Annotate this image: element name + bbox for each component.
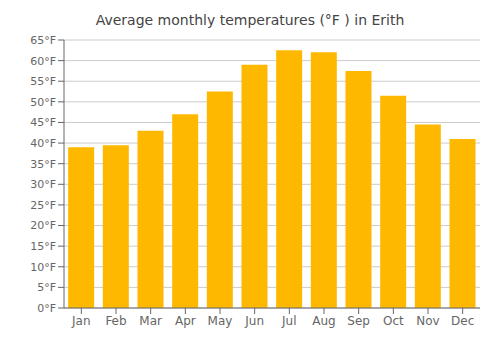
svg-text:35°F: 35°F (30, 158, 56, 171)
svg-text:May: May (208, 314, 233, 328)
html-text:Average monthly temperatures (: Average monthly temperatures (°F ) in Er… (95, 12, 405, 28)
svg-text:Sep: Sep (347, 314, 370, 328)
svg-text:40°F: 40°F (30, 137, 56, 150)
svg-text:Jul: Jul (281, 314, 296, 328)
svg-text:25°F: 25°F (30, 199, 56, 212)
svg-text:Dec: Dec (451, 314, 474, 328)
svg-text:Jan: Jan (71, 314, 91, 328)
svg-text:0°F: 0°F (37, 302, 56, 315)
svg-text:50°F: 50°F (30, 96, 56, 109)
svg-text:Jun: Jun (244, 314, 264, 328)
svg-text:Oct: Oct (383, 314, 404, 328)
svg-text:65°F: 65°F (30, 34, 56, 47)
svg-text:Mar: Mar (139, 314, 162, 328)
svg-text:10°F: 10°F (30, 261, 56, 274)
svg-text:60°F: 60°F (30, 55, 56, 68)
svg-text:Apr: Apr (175, 314, 196, 328)
svg-text:20°F: 20°F (30, 219, 56, 232)
svg-text:15°F: 15°F (30, 240, 56, 253)
svg-text:Aug: Aug (312, 314, 335, 328)
svg-text:5°F: 5°F (37, 281, 56, 294)
svg-text:45°F: 45°F (30, 116, 56, 129)
svg-text:Feb: Feb (105, 314, 126, 328)
svg-text:Nov: Nov (416, 314, 439, 328)
svg-text:30°F: 30°F (30, 178, 56, 191)
svg-text:55°F: 55°F (30, 75, 56, 88)
